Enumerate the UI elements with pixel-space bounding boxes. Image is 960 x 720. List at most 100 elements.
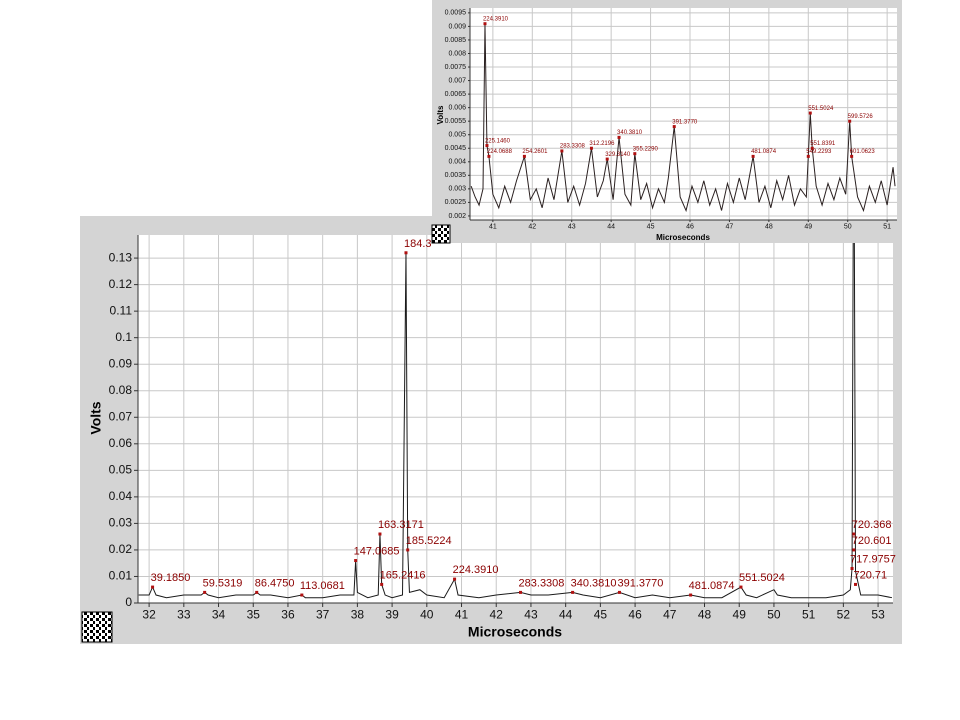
y-tick-label: 0.09 (109, 356, 133, 370)
x-tick-label: 51 (802, 608, 816, 622)
peak-label: 225.1460 (485, 138, 511, 144)
peak-label: 340.3810 (617, 130, 643, 136)
x-tick-label: 46 (686, 224, 694, 231)
peak-label: 254.2601 (522, 149, 548, 155)
x-tick-label: 47 (726, 224, 734, 231)
y-tick-label: 0.02 (109, 542, 133, 556)
peak-marker (404, 251, 408, 255)
x-tick-label: 46 (628, 608, 642, 622)
peak-marker (378, 532, 382, 536)
x-tick-label: 43 (524, 608, 538, 622)
peak-marker (522, 154, 526, 158)
peak-marker (739, 585, 743, 589)
x-tick-label: 48 (765, 224, 773, 231)
plot-content (470, 22, 896, 213)
peak-marker (483, 22, 487, 26)
peak-marker (354, 559, 358, 563)
peak-marker (255, 590, 259, 594)
y-tick-label: 0.002 (448, 213, 466, 220)
signal-trace (470, 23, 896, 213)
peak-label: 481.0874 (751, 149, 777, 155)
peak-label: 283.3308 (519, 577, 565, 589)
y-tick-label: 0.005 (448, 132, 466, 139)
peak-label: 720.368 (852, 519, 892, 531)
peak-marker (852, 532, 856, 536)
peak-marker (751, 154, 755, 158)
y-tick-label: 0.0055 (445, 118, 467, 125)
x-tick-label: 36 (281, 608, 295, 622)
peak-labels: 224.3910 225.1460 224.0688 254.2601 283.3308… (483, 16, 875, 157)
peak-marker (672, 125, 676, 129)
y-tick-label: 0.12 (109, 277, 133, 291)
x-tick-label: 33 (177, 608, 191, 622)
y-tick-label: 0.03 (109, 516, 133, 530)
x-tick-label: 35 (247, 608, 261, 622)
peak-marker (806, 154, 810, 158)
y-tick-label: 0.06 (109, 436, 133, 450)
y-tick-label: 0 (125, 595, 132, 609)
x-tick-label: 53 (871, 608, 885, 622)
peak-label: 147.0685 (354, 546, 400, 558)
y-tick-label: 0.11 (110, 303, 133, 317)
peak-label: 224.3910 (483, 16, 509, 22)
peak-marker (589, 146, 593, 150)
y-tick-label: 0.0065 (445, 91, 467, 98)
peak-label: 113.0681 (300, 580, 345, 592)
y-tick-label: 0.05 (109, 463, 133, 477)
x-tick-label: 32 (142, 608, 156, 622)
y-tick-label: 0.13 (109, 250, 133, 264)
y-tick-label: 0.04 (109, 489, 133, 503)
x-tick-label: 40 (420, 608, 434, 622)
peak-marker (406, 548, 410, 552)
peak-label: 551.5024 (739, 572, 785, 584)
peak-label: 224.0688 (487, 149, 513, 155)
chart-panel: 0.002 0.0025 0.003 0.0035 0.004 0.0045 0.005 0.… (431, 0, 902, 244)
y-tick-label: 0.003 (448, 186, 466, 193)
peak-marker (854, 582, 858, 586)
y-tick-label: 0.1 (115, 330, 132, 344)
peak-marker (617, 135, 621, 139)
peak-marker (519, 590, 523, 594)
y-tick-label: 0.004 (448, 159, 466, 166)
x-tick-label: 49 (733, 608, 747, 622)
x-tick-label: 44 (607, 224, 615, 231)
plot-area (470, 8, 897, 220)
x-tick-label: 50 (844, 224, 852, 231)
peak-marker (852, 548, 856, 552)
peak-labels: 39.1850 59.5319 86.4750 113.0681 147.0685 163… (151, 238, 896, 592)
x-tick-label: 42 (528, 224, 536, 231)
x-tick-label: 39 (385, 608, 399, 622)
x-tick-label: 49 (804, 224, 812, 231)
y-tick-label: 0.0095 (445, 10, 467, 17)
peak-marker (203, 590, 207, 594)
peak-label: 391.3770 (672, 119, 698, 125)
y-tick-label: 0.0075 (445, 64, 467, 71)
peak-label: 329.3140 (605, 152, 631, 158)
y-tick-label: 0.01 (109, 569, 133, 583)
peak-marker (850, 567, 854, 571)
x-tick-label: 41 (489, 224, 497, 231)
peak-label: 551.8391 (810, 141, 836, 147)
signal-trace (138, 235, 893, 599)
x-tick-label: 51 (883, 224, 891, 231)
peak-marker (633, 152, 637, 156)
peak-marker (151, 585, 155, 589)
peak-label: 340.3810 (571, 577, 617, 589)
peak-label: 599.5726 (848, 114, 874, 120)
y-tick-label: 0.0085 (445, 37, 467, 44)
x-tick-label: 43 (568, 224, 576, 231)
peak-marker (848, 119, 852, 123)
peak-label: 720.601 (852, 535, 892, 547)
x-tick-label: 48 (698, 608, 712, 622)
peak-label: 165.2416 (380, 570, 426, 582)
peak-label: 355.2290 (633, 146, 659, 152)
plot-area (138, 235, 893, 603)
y-tick-label: 0.07 (109, 409, 133, 423)
peak-marker (808, 111, 812, 115)
peak-marker (617, 590, 621, 594)
x-axis-title: Microseconds (468, 624, 562, 640)
peak-marker (487, 154, 491, 158)
peak-label: 720.71 (854, 570, 888, 582)
